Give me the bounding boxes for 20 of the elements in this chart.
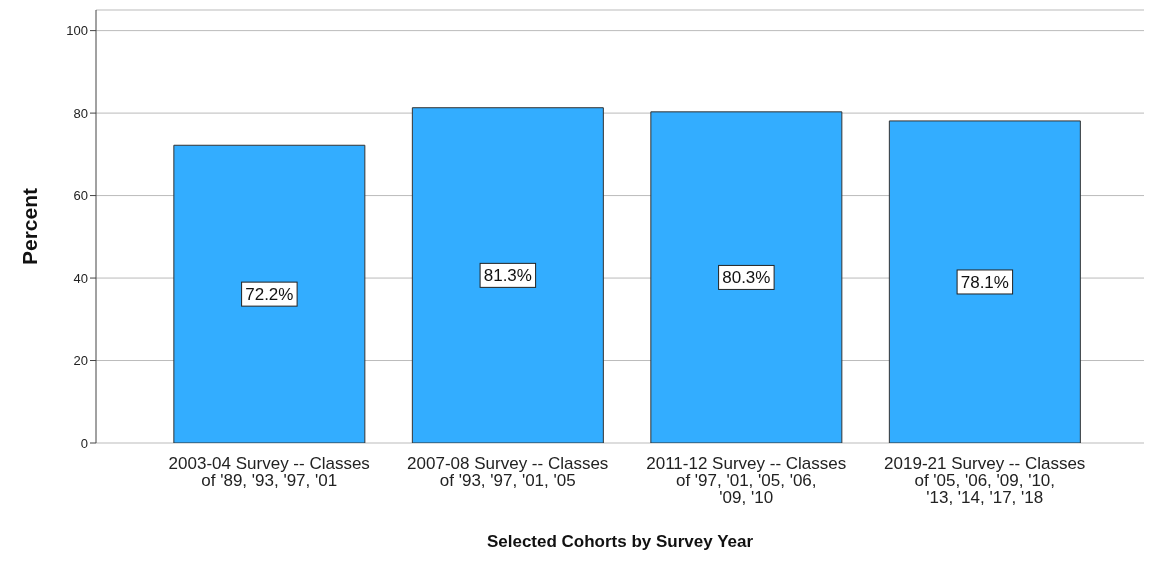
x-tick-label: 2011-12 Survey -- Classes of '97, '01, '05, '06, '09, '10: [646, 454, 847, 507]
bar: [650, 111, 843, 443]
y-tick-label: 40: [73, 270, 88, 286]
data-label: 81.3%: [483, 266, 532, 286]
bar: [888, 120, 1081, 443]
y-tick-label: 20: [73, 353, 88, 369]
data-label: 80.3%: [722, 268, 771, 288]
y-tick-label: 100: [66, 23, 88, 39]
x-tick-label: 2007-08 Survey -- Classes of '93, '97, '01, '05: [407, 454, 609, 490]
y-axis-title: Percent: [18, 187, 42, 266]
y-tick-label: 0: [80, 435, 88, 451]
y-tick-label: 60: [73, 188, 88, 204]
data-label: 78.1%: [960, 272, 1009, 292]
bar: [173, 144, 366, 443]
y-tick-label: 80: [73, 105, 88, 121]
bar: [411, 107, 604, 443]
x-tick-label: 2019-21 Survey -- Classes of '05, '06, '09, '10, '13, '14, '17, '18: [884, 454, 1086, 507]
x-tick-label: 2003-04 Survey -- Classes of '89, '93, '97, '01: [168, 454, 370, 490]
x-axis-title: Selected Cohorts by Survey Year: [486, 532, 754, 551]
data-label: 72.2%: [245, 285, 294, 305]
